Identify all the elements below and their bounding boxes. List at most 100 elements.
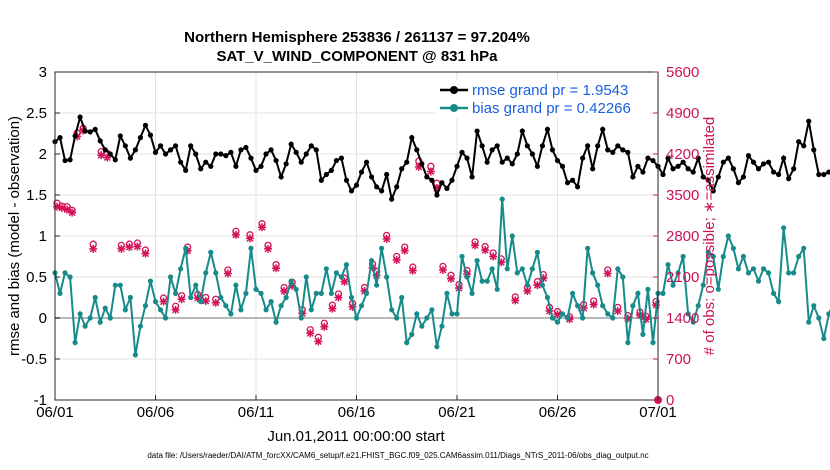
point-bias [313,290,319,296]
point-bias [82,323,88,329]
point-bias [529,266,535,272]
point-bias [394,315,400,321]
point-rmse [142,122,149,128]
point-bias [409,331,415,337]
y2-tick-label: 4200 [666,146,699,163]
point-bias [811,303,817,309]
point-bias [670,282,676,288]
point-rmse [127,155,133,161]
point-rmse [781,155,787,161]
point-rmse [439,180,445,186]
y2-tick-label: 700 [666,351,691,368]
point-rmse [273,157,279,164]
point-bias [755,278,762,284]
point-rmse [82,128,88,134]
point-rmse [444,185,450,192]
obs-assimilated-marker [589,300,598,309]
point-bias [821,335,827,342]
point-rmse [117,133,123,139]
point-rmse [328,167,334,173]
point-bias [474,258,480,264]
point-bias [253,286,259,292]
point-bias [368,258,375,264]
point-bias [806,319,812,325]
point-bias [559,311,566,317]
point-rmse [770,169,777,175]
point-rmse [278,174,284,180]
point-bias [268,299,274,305]
obs-assimilated-marker [63,205,72,214]
obs-assimilated-marker [89,244,98,253]
point-rmse [147,132,154,138]
legend-box [436,80,650,118]
point-rmse [635,163,641,169]
obs-assimilated-marker [408,266,417,275]
obs-assimilated-marker [314,337,323,346]
point-bias [243,290,249,296]
point-bias [318,290,324,296]
point-rmse [87,129,93,135]
obs-assimilated-marker [446,274,455,283]
obs-assimilated-marker [177,295,186,304]
point-rmse [680,159,686,165]
point-rmse [97,138,103,144]
obs-assimilated-marker [117,244,126,253]
point-rmse [268,147,274,153]
point-rmse [454,163,460,169]
point-bias [720,253,726,260]
point-bias [132,352,138,358]
point-rmse [575,184,581,190]
obs-assimilated-marker [211,298,220,307]
point-rmse [590,166,596,172]
point-rmse [283,161,289,167]
x-tick-label: 06/26 [539,404,577,421]
point-bias [760,266,767,272]
y2-tick-label: 2800 [666,228,699,245]
legend-label-bias: bias grand pr = 0.42266 [472,100,631,117]
point-bias [484,278,490,284]
point-bias [288,278,294,284]
point-rmse [363,159,370,165]
point-bias [379,245,385,251]
point-rmse [529,151,535,157]
point-rmse [625,149,631,155]
point-bias [700,282,706,288]
point-bias [796,253,802,260]
point-rmse [399,166,405,172]
point-bias [740,253,747,260]
y-tick-label: 0.5 [26,269,47,286]
point-rmse [253,167,259,173]
y-axis-label: rmse and bias (model - observation) [6,116,23,356]
obs-assimilated-marker [523,287,532,296]
series-layer [52,113,830,404]
footnote: data file: /Users/raeder/DAI/ATM_forcXX/… [147,451,648,460]
point-bias [414,311,420,317]
point-rmse [102,147,108,153]
point-bias [504,266,510,272]
point-bias [534,249,541,255]
point-rmse [122,143,128,149]
point-bias [419,323,425,329]
point-bias [554,319,561,325]
point-rmse [218,151,224,157]
point-rmse [474,128,480,134]
point-bias [514,270,520,276]
point-rmse [238,147,244,153]
point-bias [730,245,736,251]
point-bias [424,315,430,321]
point-bias [122,307,128,313]
point-bias [449,311,455,317]
point-bias [469,290,475,296]
y2-tick-label: 4900 [666,105,699,122]
point-rmse [670,166,676,172]
point-rmse [248,155,254,161]
point-rmse [745,153,752,159]
point-rmse [660,171,666,178]
point-rmse [303,151,309,157]
obs-assimilated-marker [231,230,240,239]
point-bias [439,323,445,329]
point-bias [57,290,63,296]
point-bias [509,233,515,239]
point-rmse [208,163,214,169]
point-rmse [92,126,98,132]
